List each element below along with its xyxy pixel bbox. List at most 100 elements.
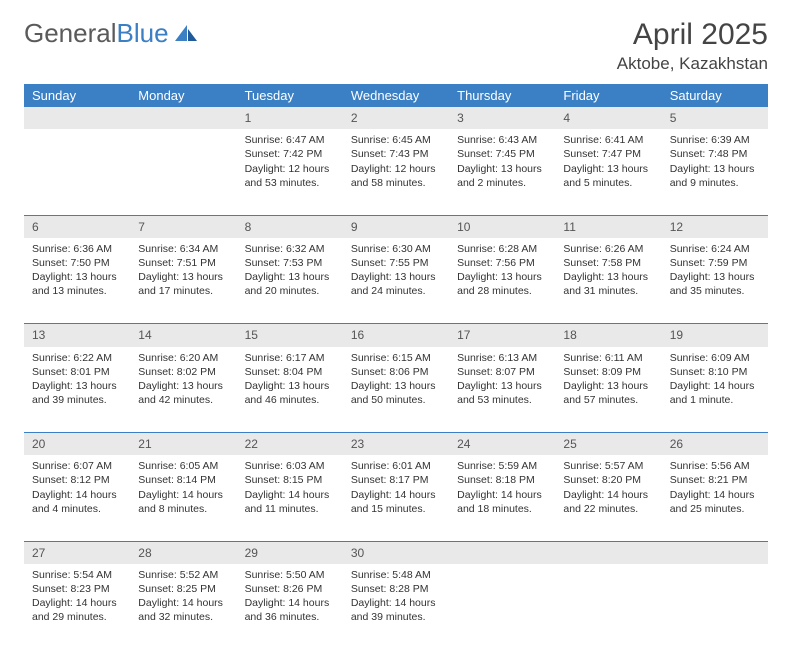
day-content-row: Sunrise: 6:47 AMSunset: 7:42 PMDaylight:… [24, 129, 768, 215]
day-content-cell: Sunrise: 5:48 AMSunset: 8:28 PMDaylight:… [343, 564, 449, 650]
sunrise-text: Sunrise: 6:20 AM [138, 351, 228, 365]
day-content-cell [449, 564, 555, 650]
sunrise-text: Sunrise: 6:41 AM [563, 133, 653, 147]
header-right: April 2025 Aktobe, Kazakhstan [617, 18, 768, 74]
sunrise-text: Sunrise: 5:54 AM [32, 568, 122, 582]
daylight-text: Daylight: 13 hours and 17 minutes. [138, 270, 228, 298]
day-content-row: Sunrise: 6:22 AMSunset: 8:01 PMDaylight:… [24, 347, 768, 433]
sunrise-text: Sunrise: 5:59 AM [457, 459, 547, 473]
daylight-text: Daylight: 14 hours and 29 minutes. [32, 596, 122, 624]
day-number-cell: 12 [662, 215, 768, 238]
sunrise-text: Sunrise: 6:11 AM [563, 351, 653, 365]
daylight-text: Daylight: 13 hours and 20 minutes. [245, 270, 335, 298]
sunset-text: Sunset: 7:47 PM [563, 147, 653, 161]
sunrise-text: Sunrise: 6:32 AM [245, 242, 335, 256]
day-number-cell: 14 [130, 324, 236, 347]
day-number-cell: 10 [449, 215, 555, 238]
sunset-text: Sunset: 7:45 PM [457, 147, 547, 161]
sunrise-text: Sunrise: 6:15 AM [351, 351, 441, 365]
day-number-row: 12345 [24, 107, 768, 129]
sunset-text: Sunset: 7:58 PM [563, 256, 653, 270]
day-number-cell: 26 [662, 433, 768, 456]
day-content-cell: Sunrise: 6:47 AMSunset: 7:42 PMDaylight:… [237, 129, 343, 215]
sunrise-text: Sunrise: 6:28 AM [457, 242, 547, 256]
day-content-cell: Sunrise: 6:09 AMSunset: 8:10 PMDaylight:… [662, 347, 768, 433]
daylight-text: Daylight: 13 hours and 57 minutes. [563, 379, 653, 407]
sunset-text: Sunset: 8:26 PM [245, 582, 335, 596]
day-number-cell: 8 [237, 215, 343, 238]
daylight-text: Daylight: 14 hours and 32 minutes. [138, 596, 228, 624]
sunset-text: Sunset: 8:23 PM [32, 582, 122, 596]
sunset-text: Sunset: 8:28 PM [351, 582, 441, 596]
sunrise-text: Sunrise: 6:36 AM [32, 242, 122, 256]
sunset-text: Sunset: 8:06 PM [351, 365, 441, 379]
day-content-cell: Sunrise: 6:11 AMSunset: 8:09 PMDaylight:… [555, 347, 661, 433]
day-content-cell: Sunrise: 5:54 AMSunset: 8:23 PMDaylight:… [24, 564, 130, 650]
sunset-text: Sunset: 7:50 PM [32, 256, 122, 270]
day-content-cell: Sunrise: 6:30 AMSunset: 7:55 PMDaylight:… [343, 238, 449, 324]
sunrise-text: Sunrise: 6:05 AM [138, 459, 228, 473]
daylight-text: Daylight: 12 hours and 53 minutes. [245, 162, 335, 190]
brand-name-blue: Blue [117, 18, 169, 49]
sunrise-text: Sunrise: 6:45 AM [351, 133, 441, 147]
weekday-header-row: Sunday Monday Tuesday Wednesday Thursday… [24, 84, 768, 107]
day-number-cell: 4 [555, 107, 661, 129]
daylight-text: Daylight: 13 hours and 53 minutes. [457, 379, 547, 407]
sunrise-text: Sunrise: 5:52 AM [138, 568, 228, 582]
day-number-cell: 24 [449, 433, 555, 456]
day-number-cell: 17 [449, 324, 555, 347]
daylight-text: Daylight: 14 hours and 36 minutes. [245, 596, 335, 624]
day-number-cell: 23 [343, 433, 449, 456]
day-number-cell [449, 541, 555, 564]
day-content-cell: Sunrise: 5:52 AMSunset: 8:25 PMDaylight:… [130, 564, 236, 650]
sunset-text: Sunset: 8:09 PM [563, 365, 653, 379]
day-number-row: 20212223242526 [24, 433, 768, 456]
day-content-cell: Sunrise: 6:07 AMSunset: 8:12 PMDaylight:… [24, 455, 130, 541]
day-content-cell: Sunrise: 6:17 AMSunset: 8:04 PMDaylight:… [237, 347, 343, 433]
sunrise-text: Sunrise: 6:34 AM [138, 242, 228, 256]
day-number-cell: 7 [130, 215, 236, 238]
day-content-cell: Sunrise: 6:41 AMSunset: 7:47 PMDaylight:… [555, 129, 661, 215]
sunset-text: Sunset: 7:43 PM [351, 147, 441, 161]
sunrise-text: Sunrise: 5:48 AM [351, 568, 441, 582]
day-content-cell: Sunrise: 6:15 AMSunset: 8:06 PMDaylight:… [343, 347, 449, 433]
sunrise-text: Sunrise: 5:56 AM [670, 459, 760, 473]
sunrise-text: Sunrise: 6:03 AM [245, 459, 335, 473]
day-number-cell [555, 541, 661, 564]
sunrise-text: Sunrise: 5:57 AM [563, 459, 653, 473]
sunset-text: Sunset: 8:15 PM [245, 473, 335, 487]
daylight-text: Daylight: 14 hours and 18 minutes. [457, 488, 547, 516]
day-number-cell: 16 [343, 324, 449, 347]
sunrise-text: Sunrise: 6:22 AM [32, 351, 122, 365]
day-number-cell: 20 [24, 433, 130, 456]
day-content-cell: Sunrise: 5:57 AMSunset: 8:20 PMDaylight:… [555, 455, 661, 541]
day-number-cell: 30 [343, 541, 449, 564]
day-content-cell: Sunrise: 5:50 AMSunset: 8:26 PMDaylight:… [237, 564, 343, 650]
day-number-cell: 15 [237, 324, 343, 347]
daylight-text: Daylight: 14 hours and 11 minutes. [245, 488, 335, 516]
daylight-text: Daylight: 14 hours and 1 minute. [670, 379, 760, 407]
sunset-text: Sunset: 7:56 PM [457, 256, 547, 270]
day-number-cell: 13 [24, 324, 130, 347]
sunset-text: Sunset: 8:12 PM [32, 473, 122, 487]
day-content-cell: Sunrise: 6:26 AMSunset: 7:58 PMDaylight:… [555, 238, 661, 324]
daylight-text: Daylight: 14 hours and 4 minutes. [32, 488, 122, 516]
location-label: Aktobe, Kazakhstan [617, 54, 768, 74]
day-content-cell: Sunrise: 6:01 AMSunset: 8:17 PMDaylight:… [343, 455, 449, 541]
day-content-cell: Sunrise: 6:39 AMSunset: 7:48 PMDaylight:… [662, 129, 768, 215]
sunrise-text: Sunrise: 6:39 AM [670, 133, 760, 147]
day-content-cell: Sunrise: 6:03 AMSunset: 8:15 PMDaylight:… [237, 455, 343, 541]
sunrise-text: Sunrise: 6:30 AM [351, 242, 441, 256]
sunrise-text: Sunrise: 6:13 AM [457, 351, 547, 365]
sunset-text: Sunset: 8:18 PM [457, 473, 547, 487]
day-number-cell: 19 [662, 324, 768, 347]
day-content-cell [130, 129, 236, 215]
sunset-text: Sunset: 8:02 PM [138, 365, 228, 379]
daylight-text: Daylight: 14 hours and 22 minutes. [563, 488, 653, 516]
daylight-text: Daylight: 13 hours and 2 minutes. [457, 162, 547, 190]
day-number-cell: 29 [237, 541, 343, 564]
day-number-cell: 11 [555, 215, 661, 238]
brand-name-gray: General [24, 18, 117, 49]
weekday-header: Sunday [24, 84, 130, 107]
sunrise-text: Sunrise: 6:47 AM [245, 133, 335, 147]
